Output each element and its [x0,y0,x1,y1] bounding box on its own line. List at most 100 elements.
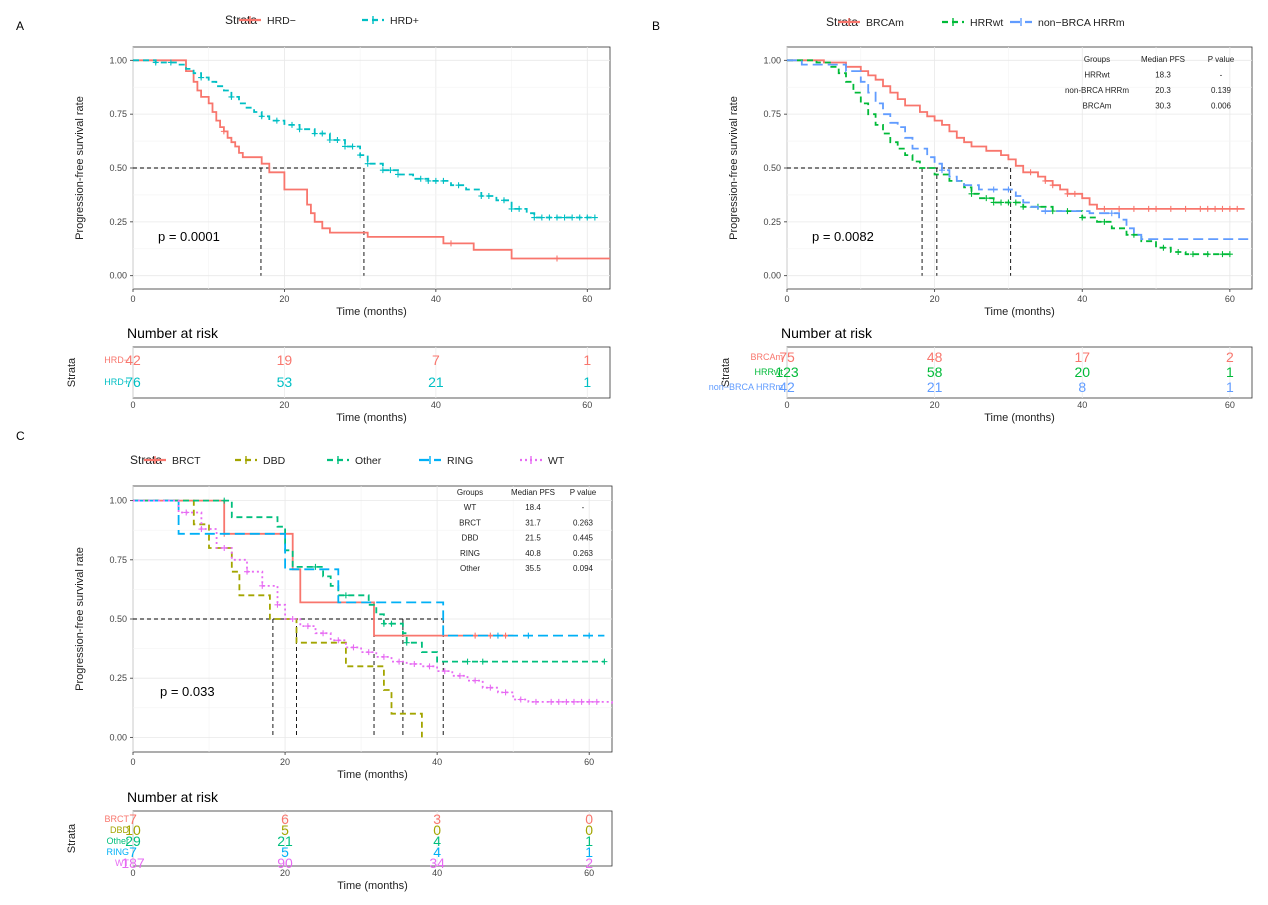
p-value: p = 0.0082 [812,229,874,244]
x-tick-label-3: 60 [1225,294,1235,304]
censor-mark [561,214,568,221]
y-tick-label-3: 0.75 [109,109,127,119]
censor-mark [1130,205,1137,212]
censor-mark [440,177,447,184]
table-cell-0-1: 18.3 [1155,71,1171,80]
censor-mark [939,167,945,174]
risk-row-label-1: DBD [110,825,130,835]
table-cell-0-2: - [1220,71,1223,80]
risk-count-0-0: 75 [779,349,795,365]
censor-mark [1042,177,1049,184]
risk-count-2-1: 21 [277,833,293,849]
table-cell-4-1: 35.5 [525,564,541,573]
table-header-1: Median PFS [511,488,555,497]
risk-count-0-2: 7 [432,352,440,368]
censor-mark [379,167,386,174]
risk-count-0-1: 6 [281,811,289,827]
censor-mark [411,660,418,667]
censor-mark [983,195,990,202]
p-value: p = 0.0001 [158,229,220,244]
risk-count-0-3: 1 [583,352,591,368]
censor-marks-1 [968,190,1233,258]
risk-x-tick-1: 20 [280,868,290,878]
censor-mark [531,214,538,221]
censor-mark [364,160,371,167]
censor-mark [1204,251,1211,258]
censor-mark [167,59,174,66]
censor-mark [1012,199,1019,206]
censor-mark [1219,205,1226,212]
risk-row-label-4: WT [115,858,129,868]
x-tick-label-1: 20 [930,294,940,304]
censor-mark [1005,186,1012,193]
risk-row-label-2: Other [106,836,129,846]
x-tick-label-3: 60 [584,757,594,767]
censor-mark [320,630,327,637]
censor-marks-1 [152,59,598,221]
censor-mark [464,658,471,665]
risk-x-tick-3: 60 [584,868,594,878]
x-tick-label-2: 40 [431,294,441,304]
risk-y-axis-title: Strata [66,823,78,853]
y-axis-title: Progression-free survival rate [728,96,740,240]
legend-label-0: BRCT [172,455,201,467]
censor-mark [1234,205,1241,212]
risk-x-axis-title: Time (months) [337,880,408,892]
censor-mark [502,689,509,696]
risk-count-1-0: 123 [775,364,799,380]
table-cell-1-1: 20.3 [1155,86,1171,95]
risk-row-label-1: HRRwt [755,367,784,377]
censor-mark [538,214,545,221]
censor-mark [502,632,509,639]
censor-mark [479,658,486,665]
censor-mark [183,509,190,516]
censor-mark [1153,205,1160,212]
censor-marks-0 [1027,169,1241,212]
p-value: p = 0.033 [160,684,215,699]
censor-mark [554,214,560,221]
x-tick-label-2: 40 [432,757,442,767]
censor-mark [319,130,326,137]
risk-count-0-0: 7 [129,811,137,827]
censor-mark [563,698,570,705]
risk-row-label-0: BRCAm [750,352,783,362]
censor-mark [1197,205,1204,212]
censor-mark [198,526,205,533]
risk-table-title: Number at risk [127,325,219,341]
table-cell-1-2: 0.139 [1211,86,1232,95]
y-tick-label-4: 1.00 [763,55,781,65]
risk-count-3-2: 4 [433,844,441,860]
censor-mark [335,637,342,644]
panel-letter: C [16,429,25,443]
risk-count-1-2: 20 [1074,364,1090,380]
censor-mark [259,582,266,589]
censor-mark [380,620,387,627]
censor-mark [342,592,349,599]
censor-mark [441,668,448,675]
censor-mark [576,214,583,221]
legend-label-0: HRD− [267,15,296,27]
risk-count-2-0: 29 [125,833,141,849]
censor-mark [258,113,265,120]
panel-letter: A [16,19,24,33]
y-tick-label-3: 0.75 [763,109,781,119]
censor-mark [472,677,479,684]
censor-mark [1071,190,1078,197]
censor-mark [1101,205,1108,212]
censor-mark [388,620,395,627]
legend-label-1: DBD [263,455,286,467]
censor-marks-2 [221,497,608,665]
censor-mark [357,152,364,159]
risk-row-label-0: HRD− [104,355,129,365]
censor-mark [296,126,303,133]
table-cell-3-1: 40.8 [525,549,541,558]
risk-y-axis-title: Strata [720,357,732,387]
censor-mark [395,171,401,178]
risk-count-2-0: 42 [779,379,795,395]
censor-mark [494,632,501,639]
x-axis-title: Time (months) [337,769,408,781]
risk-count-0-2: 3 [433,811,441,827]
risk-table-frame [786,346,1253,399]
km-curve-0 [133,59,610,260]
